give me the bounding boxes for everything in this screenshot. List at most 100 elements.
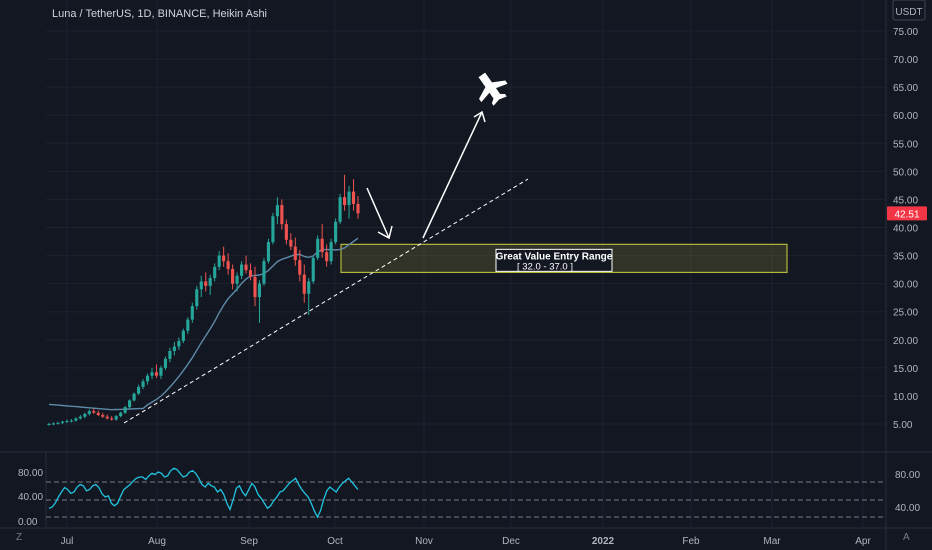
candle-body	[213, 266, 217, 279]
price-axis[interactable]: USDT 75.00 70.00 65.00 60.00 55.00 50.00 45.00 4…	[887, 0, 927, 431]
price-tick-label: 75.00	[893, 27, 918, 38]
up-arrow-line	[422, 111, 483, 239]
down-arrow-line	[366, 187, 390, 239]
moving-average-path	[48, 237, 359, 411]
candle-body	[226, 261, 230, 270]
candle-body	[217, 255, 221, 267]
candle-body	[199, 281, 203, 290]
rsi-right-tick: 40.00	[895, 503, 920, 514]
candle-body	[342, 197, 347, 206]
candle-body	[181, 330, 185, 341]
candle-body	[347, 191, 351, 206]
candle-body	[60, 421, 65, 423]
drawing-arrows[interactable]	[366, 110, 486, 240]
candle-body	[168, 351, 172, 359]
candle-body	[92, 411, 96, 413]
rsi-left-tick: 40.00	[18, 492, 43, 503]
candles	[47, 174, 360, 426]
up-arrow-head	[473, 110, 486, 123]
candle-body	[74, 418, 78, 421]
time-tick-label: Feb	[682, 536, 700, 547]
time-tick-label: Mar	[763, 536, 781, 547]
candle-body	[334, 221, 338, 243]
moving-average-line	[48, 237, 359, 411]
candle-body	[284, 224, 288, 240]
entry-zone[interactable]: Great Value Entry Range[ 32.0 - 37.0 ]	[340, 243, 788, 274]
candle-body	[325, 252, 329, 262]
price-tick-label: 30.00	[893, 280, 918, 291]
candle-body	[204, 281, 208, 286]
candle-body	[114, 416, 118, 420]
price-tick-label: 70.00	[893, 55, 918, 66]
airplane-icon	[478, 72, 508, 106]
rsi-left-tick: 0.00	[18, 517, 38, 528]
time-tick-label: 2022	[592, 536, 615, 547]
candle-body	[338, 197, 342, 222]
candle-body	[280, 205, 284, 225]
price-tick-label: 10.00	[893, 392, 918, 403]
candle-body	[266, 242, 271, 262]
price-tick-label: 35.00	[893, 252, 918, 263]
candle-body	[316, 238, 320, 258]
candle-body	[141, 381, 145, 387]
candle-body	[190, 306, 194, 320]
candle-body	[235, 275, 239, 284]
candle-body	[78, 416, 82, 419]
candle-body	[311, 257, 315, 282]
price-tick-label: 50.00	[893, 167, 918, 178]
candle-body	[159, 367, 163, 376]
candle-body	[87, 411, 91, 414]
candle-body	[262, 261, 266, 284]
candle-body	[128, 400, 132, 408]
auto-scale-icon[interactable]: A	[903, 532, 910, 543]
time-axis[interactable]: Jul Aug Sep Oct Nov Dec 2022 Feb Mar Apr	[61, 536, 872, 547]
candle-body	[244, 264, 248, 271]
candle-body	[69, 420, 73, 422]
currency-label: USDT	[895, 7, 922, 18]
candle-body	[136, 386, 141, 394]
price-tick-label: 60.00	[893, 111, 918, 122]
price-tick-label: 45.00	[893, 195, 918, 206]
candle-body	[119, 412, 123, 417]
candle-body	[154, 372, 159, 376]
price-tick-label: 40.00	[893, 224, 918, 235]
time-tick-label: Jul	[61, 536, 74, 547]
candle-body	[105, 416, 109, 419]
candle-body	[320, 238, 324, 253]
time-tick-label: Oct	[327, 536, 343, 547]
candle-body	[275, 205, 279, 217]
z-icon[interactable]: Z	[16, 532, 23, 543]
candle-body	[150, 372, 154, 376]
candle-body	[186, 319, 190, 331]
candle-body	[307, 281, 311, 294]
candle-body	[51, 423, 56, 425]
rsi-indicator-pane[interactable]: 80.00 40.00 0.00 80.00 40.00	[18, 467, 920, 528]
candle-body	[195, 289, 199, 307]
price-tick-label: 20.00	[893, 336, 918, 347]
candle-body	[222, 255, 226, 262]
rsi-line	[48, 467, 359, 519]
time-tick-label: Apr	[855, 536, 871, 547]
rsi-left-tick: 80.00	[18, 468, 43, 479]
candle-body	[302, 274, 306, 294]
candle-body	[351, 191, 356, 204]
candle-body	[356, 203, 360, 214]
candle-body	[110, 418, 114, 420]
candle-body	[253, 276, 257, 298]
candle-body	[248, 270, 253, 277]
candle-body	[172, 346, 176, 352]
price-tick-label: 15.00	[893, 364, 918, 375]
candle-body	[231, 269, 235, 284]
candle-body	[177, 340, 181, 347]
trend-line[interactable]	[123, 178, 529, 424]
candle-body	[239, 264, 244, 276]
candle-body	[163, 358, 168, 368]
currency-box	[892, 0, 926, 21]
candle-body	[56, 422, 60, 424]
time-tick-label: Nov	[415, 536, 433, 547]
candle-body	[96, 412, 100, 416]
candle-body	[208, 278, 212, 286]
down-arrow-head	[377, 225, 393, 240]
